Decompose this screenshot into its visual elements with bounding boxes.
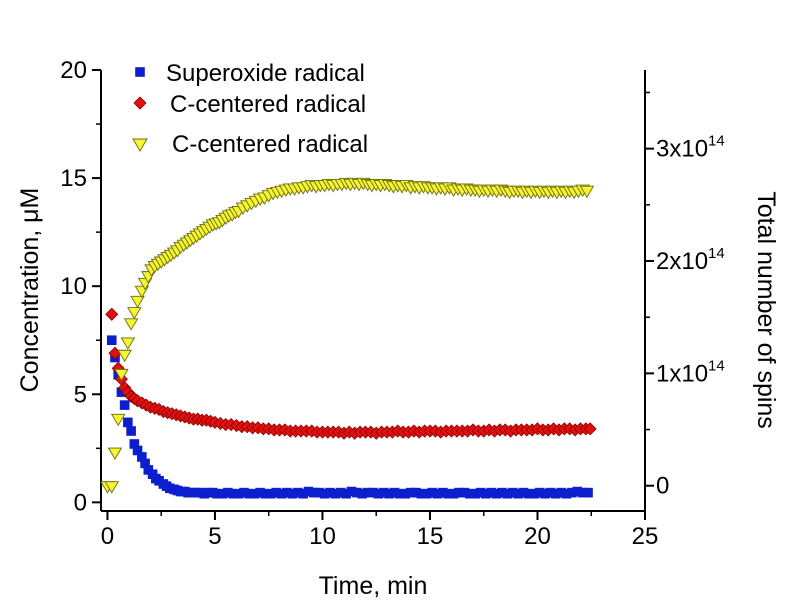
y2-axis-ticks: 0 1x1014 2x1014 3x1014 bbox=[645, 91, 725, 500]
y-tick-label: 0 bbox=[74, 489, 87, 516]
y2-axis-title: Total number of spins bbox=[752, 191, 780, 429]
y-tick-label: 15 bbox=[60, 165, 87, 192]
legend-label-c-centered-2: C-centered radical bbox=[172, 131, 368, 158]
series-1 bbox=[105, 307, 597, 440]
data-point-triangle bbox=[120, 337, 136, 350]
legend-item-superoxide: Superoxide radical bbox=[135, 60, 365, 87]
data-point-triangle bbox=[130, 295, 145, 309]
data-point-square bbox=[106, 335, 117, 346]
data-point-triangle bbox=[127, 307, 142, 320]
y2-tick-label: 3x1014 bbox=[656, 133, 725, 163]
y2-tick-label: 1x1014 bbox=[656, 357, 725, 387]
y-tick-label: 10 bbox=[60, 273, 87, 300]
series-0 bbox=[106, 335, 593, 499]
data-point-triangle bbox=[104, 481, 120, 494]
data-point-square bbox=[119, 400, 130, 410]
legend-marker-triangle bbox=[132, 138, 148, 152]
data-point-square bbox=[583, 487, 593, 498]
data-point-square bbox=[123, 417, 133, 428]
series-2 bbox=[100, 177, 595, 494]
x-tick-label: 15 bbox=[417, 523, 444, 550]
data-point-triangle bbox=[117, 349, 132, 363]
y-axis-title: Concentration, μM bbox=[16, 188, 44, 393]
x-tick-label: 0 bbox=[101, 523, 114, 550]
x-tick-label: 20 bbox=[524, 523, 551, 550]
y2-tick-label: 2x1014 bbox=[656, 245, 725, 275]
x-axis-ticks: 0 5 10 15 20 25 bbox=[101, 511, 659, 550]
data-point-diamond bbox=[105, 307, 119, 321]
data-point-triangle bbox=[110, 413, 126, 427]
data-point-triangle bbox=[107, 447, 123, 460]
legend-label-superoxide: Superoxide radical bbox=[166, 60, 365, 87]
x-tick-label: 5 bbox=[208, 523, 221, 550]
data-point-square bbox=[126, 426, 136, 436]
legend: Superoxide radical C-centered radical C-… bbox=[132, 60, 368, 158]
legend-marker-square bbox=[135, 67, 145, 77]
series-layer bbox=[100, 177, 597, 499]
legend-item-c-centered-diamond: C-centered radical bbox=[133, 91, 366, 118]
y-tick-label: 5 bbox=[74, 381, 87, 408]
y-axis-ticks: 0 5 10 15 20 bbox=[60, 57, 101, 516]
y2-tick-label: 0 bbox=[656, 473, 669, 500]
plot-area bbox=[100, 70, 646, 512]
x-axis-title: Time, min bbox=[319, 572, 428, 600]
legend-marker-diamond bbox=[133, 96, 147, 110]
y-tick-label: 20 bbox=[60, 57, 87, 84]
data-point-diamond bbox=[583, 422, 597, 436]
data-point-triangle bbox=[123, 318, 139, 331]
legend-label-c-centered-1: C-centered radical bbox=[170, 91, 366, 118]
x-tick-label: 10 bbox=[309, 523, 336, 550]
legend-item-c-centered-triangle: C-centered radical bbox=[132, 131, 368, 158]
x-tick-label: 25 bbox=[632, 523, 659, 550]
data-point-triangle bbox=[579, 185, 595, 199]
data-point-triangle bbox=[114, 368, 129, 382]
